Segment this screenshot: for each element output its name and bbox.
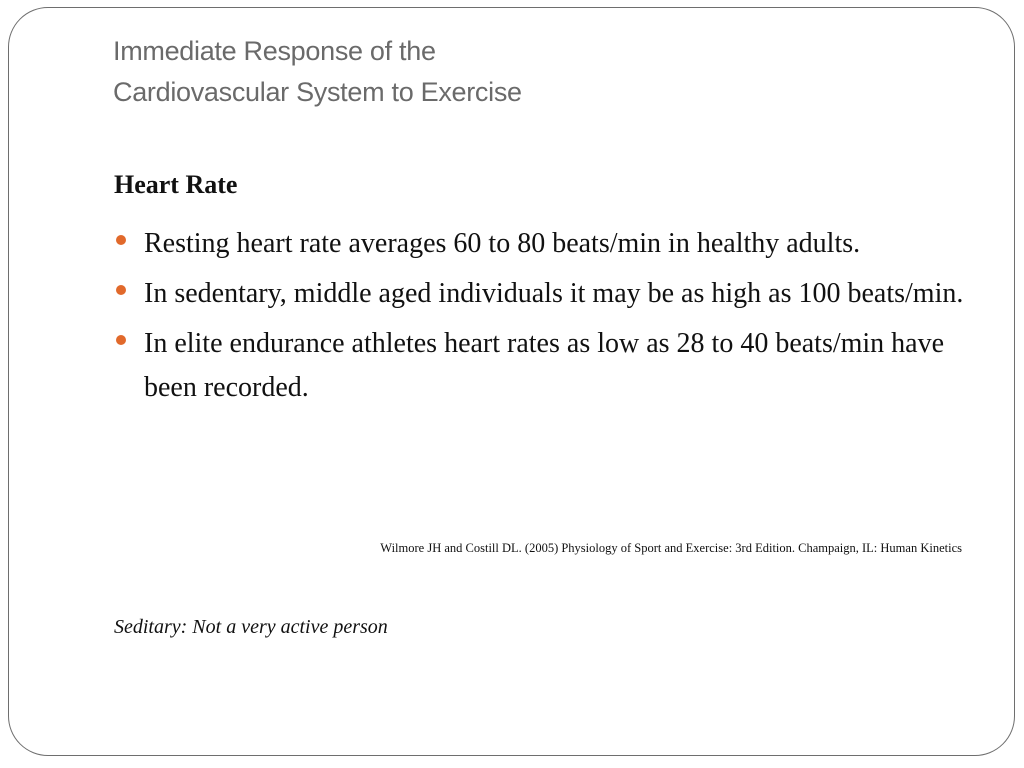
citation: Wilmore JH and Costill DL. (2005) Physio… [380,541,962,555]
bullet-item-athlete-rate: In elite endurance athletes heart rates … [114,322,974,410]
definition-note: Seditary: Not a very active person [114,616,388,638]
slide-frame [8,7,1015,756]
slide-title-line-1: Immediate Response of the [113,36,436,66]
bullet-text: In elite endurance athletes heart rates … [144,328,945,403]
bullet-item-resting-rate: Resting heart rate averages 60 to 80 bea… [114,222,974,266]
bullet-text: Resting heart rate averages 60 to 80 bea… [144,228,861,259]
bullet-dot-icon [116,335,126,345]
bullet-text: In sedentary, middle aged individuals it… [144,278,964,309]
slide-title-line-2: Cardiovascular System to Exercise [113,77,522,107]
bullet-dot-icon [116,285,126,295]
slide-title: Immediate Response of the Cardiovascular… [113,31,522,113]
bullet-dot-icon [116,235,126,245]
section-heading: Heart Rate [114,170,238,199]
bullet-item-sedentary-rate: In sedentary, middle aged individuals it… [114,272,974,316]
bullet-list: Resting heart rate averages 60 to 80 bea… [114,222,974,416]
